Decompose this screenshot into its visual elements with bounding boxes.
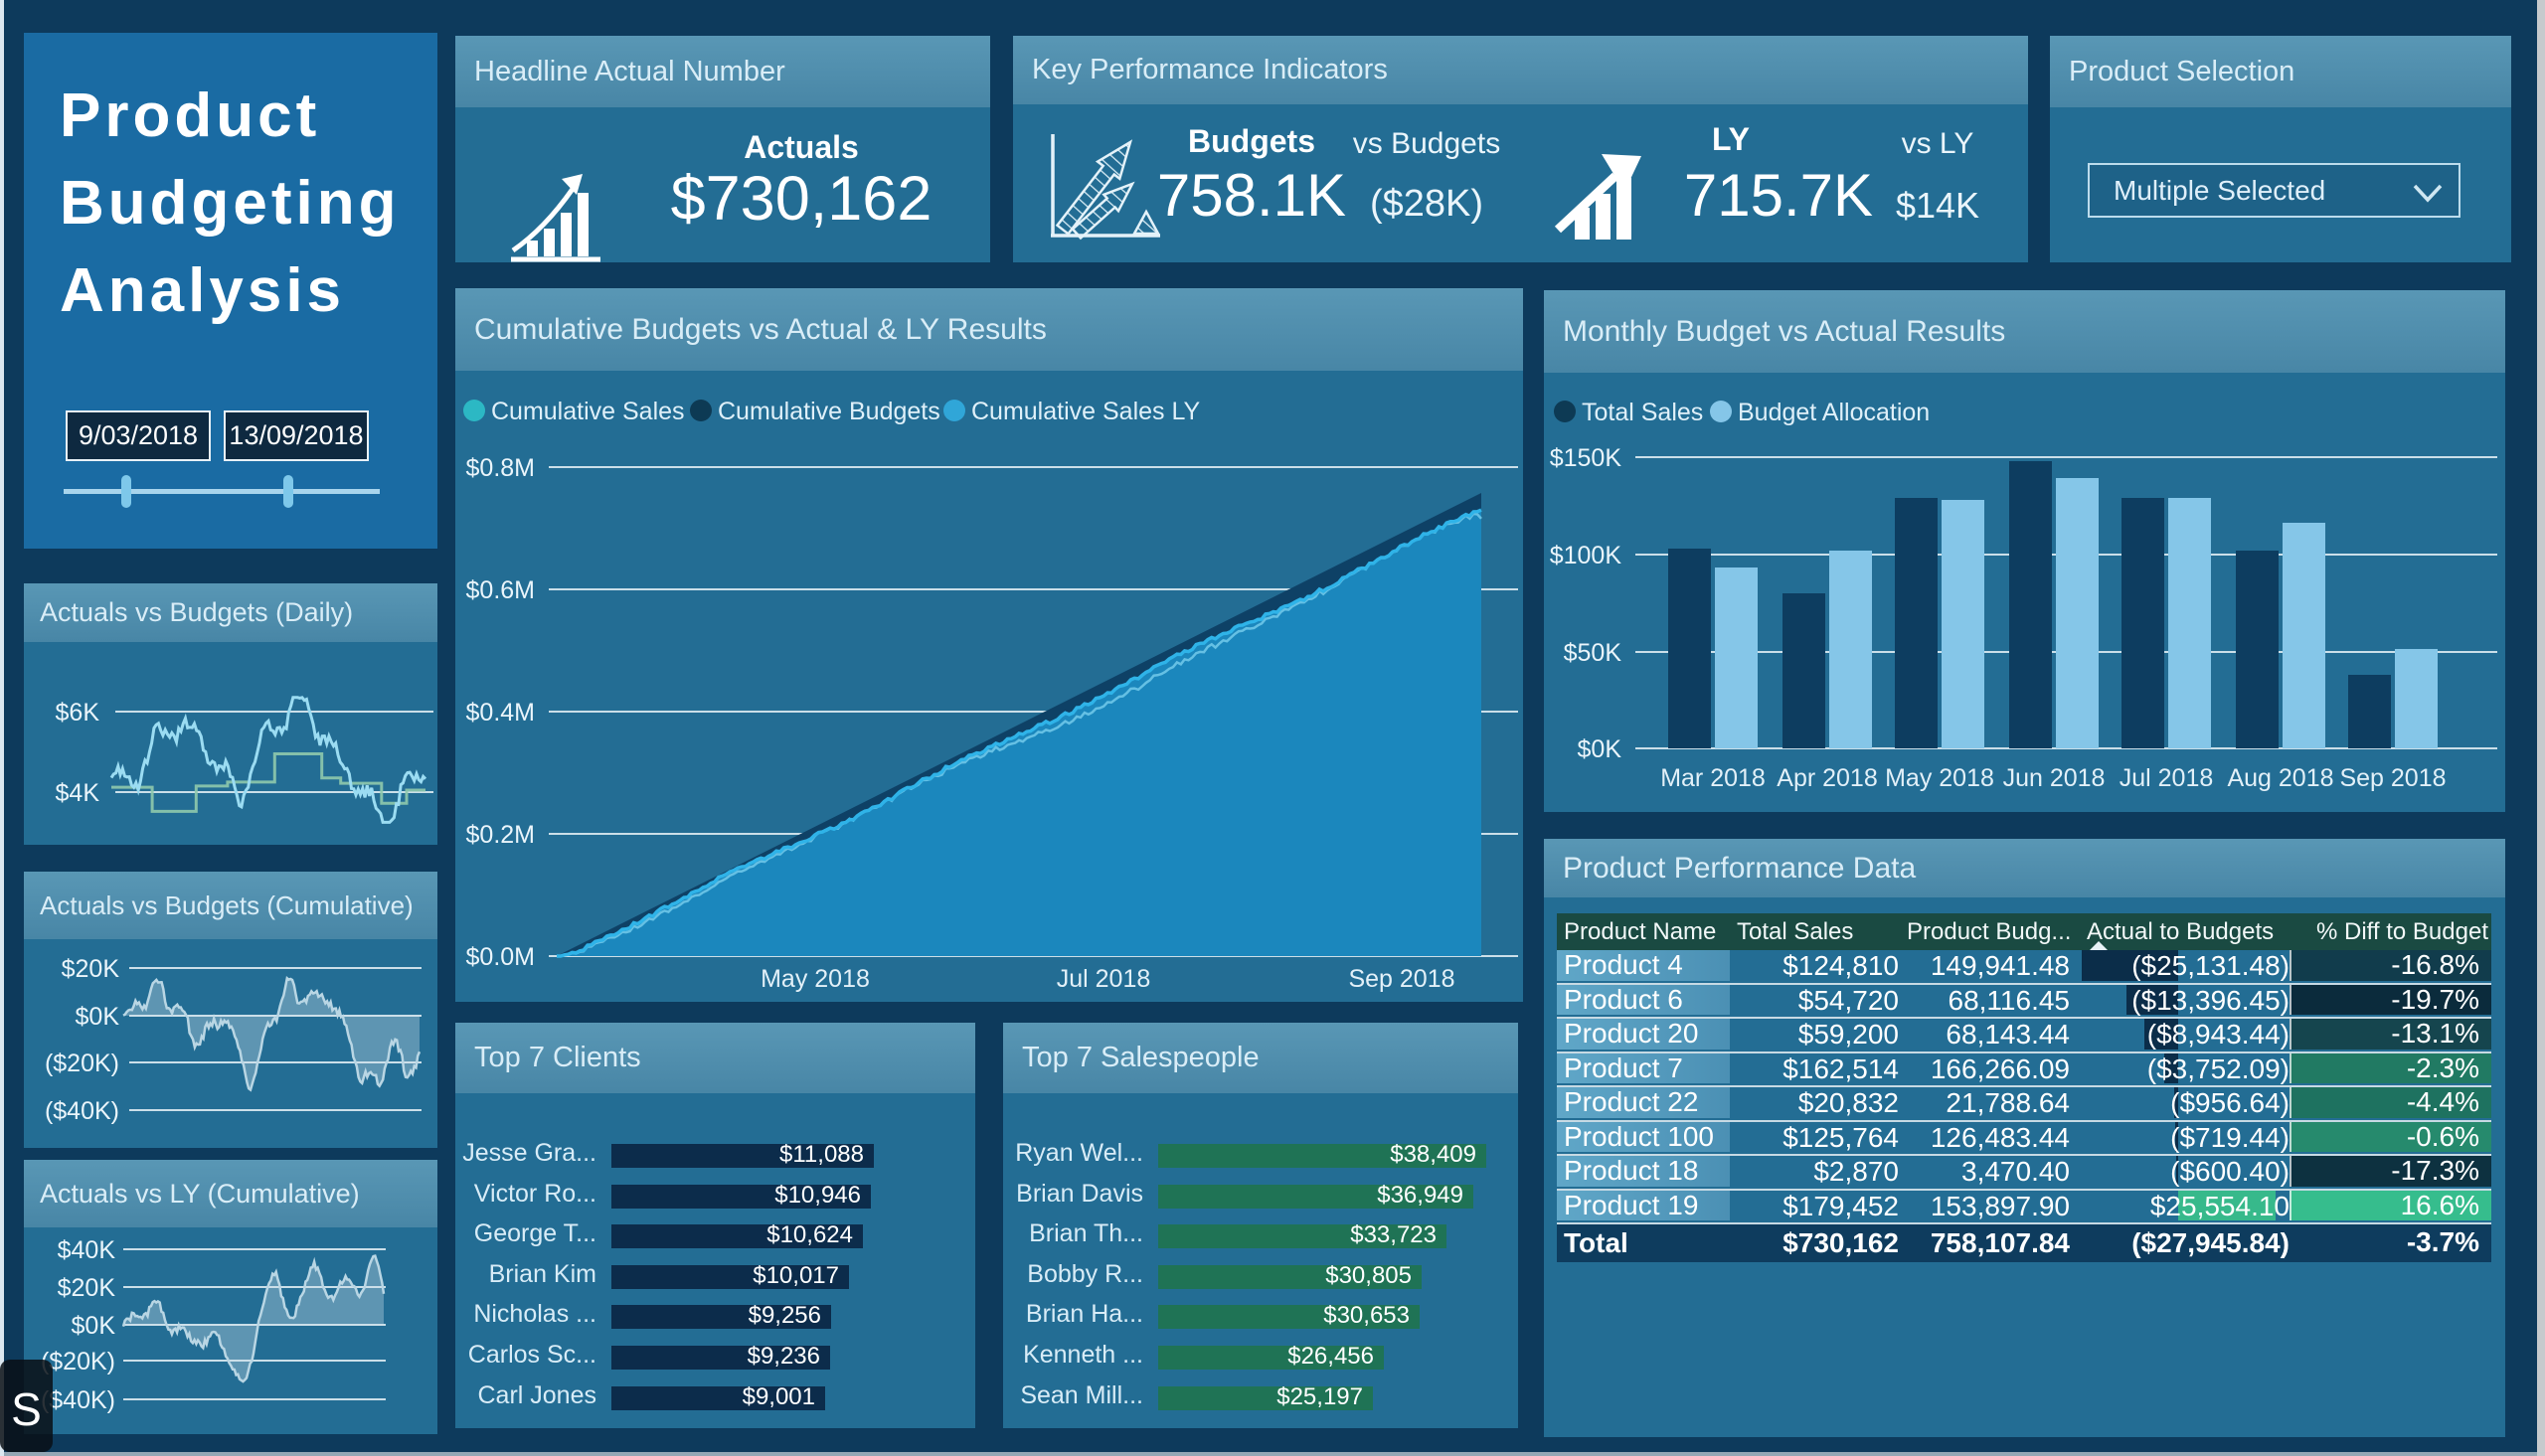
svg-text:$26,456: $26,456 (1287, 1343, 1374, 1370)
svg-text:Cumulative Sales: Cumulative Sales (491, 398, 685, 425)
svg-text:Jesse Gra...: Jesse Gra... (462, 1139, 596, 1167)
svg-text:Aug 2018: Aug 2018 (2227, 764, 2333, 792)
svg-text:$0.6M: $0.6M (466, 576, 535, 604)
svg-text:Apr 2018: Apr 2018 (1777, 764, 1877, 792)
svg-text:Brian Ha...: Brian Ha... (1026, 1300, 1143, 1328)
svg-text:$100K: $100K (1550, 542, 1622, 569)
svg-text:Budget Allocation: Budget Allocation (1738, 399, 1930, 426)
svg-text:$30,805: $30,805 (1325, 1262, 1412, 1289)
svg-text:($20K): ($20K) (41, 1348, 115, 1375)
svg-text:George T...: George T... (474, 1219, 596, 1247)
svg-text:Brian Th...: Brian Th... (1029, 1219, 1143, 1247)
svg-text:$4K: $4K (56, 779, 100, 807)
svg-text:$20K: $20K (62, 955, 120, 983)
svg-text:Kenneth ...: Kenneth ... (1023, 1341, 1143, 1369)
svg-text:Victor Ro...: Victor Ro... (474, 1180, 596, 1208)
svg-text:Carlos Sc...: Carlos Sc... (468, 1341, 596, 1369)
svg-text:$9,001: $9,001 (743, 1383, 815, 1410)
svg-text:($40K): ($40K) (41, 1386, 115, 1414)
svg-text:$20K: $20K (58, 1274, 116, 1302)
svg-text:$36,949: $36,949 (1377, 1182, 1463, 1209)
svg-text:Bobby R...: Bobby R... (1027, 1260, 1143, 1288)
svg-text:$0.8M: $0.8M (466, 454, 535, 482)
svg-text:$150K: $150K (1550, 444, 1622, 472)
svg-text:Jun 2018: Jun 2018 (2003, 764, 2106, 792)
svg-text:Ryan Wel...: Ryan Wel... (1015, 1139, 1143, 1167)
svg-text:$40K: $40K (58, 1236, 116, 1264)
svg-text:$0.4M: $0.4M (466, 699, 535, 727)
svg-text:$0K: $0K (76, 1003, 120, 1031)
svg-text:($40K): ($40K) (45, 1097, 119, 1125)
svg-text:$10,624: $10,624 (766, 1221, 853, 1248)
svg-text:$9,236: $9,236 (748, 1343, 820, 1370)
svg-text:May 2018: May 2018 (1885, 764, 1994, 792)
svg-text:$0.0M: $0.0M (466, 943, 535, 971)
svg-text:Mar 2018: Mar 2018 (1660, 764, 1766, 792)
svg-text:$0.2M: $0.2M (466, 821, 535, 849)
svg-text:$33,723: $33,723 (1350, 1221, 1437, 1248)
svg-text:$0K: $0K (1578, 735, 1622, 763)
svg-text:$11,088: $11,088 (779, 1141, 864, 1168)
svg-text:Sep 2018: Sep 2018 (1348, 965, 1454, 993)
svg-text:Sean Mill...: Sean Mill... (1020, 1381, 1143, 1409)
svg-text:$30,653: $30,653 (1323, 1302, 1410, 1329)
svg-text:$0K: $0K (72, 1312, 116, 1340)
svg-text:Sep 2018: Sep 2018 (2339, 764, 2446, 792)
svg-text:$10,946: $10,946 (774, 1182, 861, 1209)
svg-text:Brian Kim: Brian Kim (489, 1260, 596, 1288)
svg-text:Jul 2018: Jul 2018 (1057, 965, 1151, 993)
svg-text:$9,256: $9,256 (749, 1302, 821, 1329)
svg-text:$38,409: $38,409 (1390, 1141, 1476, 1168)
svg-text:May 2018: May 2018 (761, 965, 870, 993)
svg-text:$50K: $50K (1564, 639, 1622, 667)
svg-text:Total Sales: Total Sales (1582, 399, 1703, 426)
svg-text:$10,017: $10,017 (753, 1262, 839, 1289)
svg-text:Cumulative Budgets: Cumulative Budgets (718, 398, 940, 425)
svg-text:$25,197: $25,197 (1276, 1383, 1363, 1410)
svg-text:Nicholas ...: Nicholas ... (473, 1300, 596, 1328)
svg-text:($20K): ($20K) (45, 1050, 119, 1077)
svg-text:Jul 2018: Jul 2018 (2120, 764, 2214, 792)
svg-text:Cumulative Sales LY: Cumulative Sales LY (971, 398, 1201, 425)
svg-text:$6K: $6K (56, 699, 100, 727)
svg-text:Carl Jones: Carl Jones (478, 1381, 597, 1409)
svg-text:Brian Davis: Brian Davis (1016, 1180, 1143, 1208)
